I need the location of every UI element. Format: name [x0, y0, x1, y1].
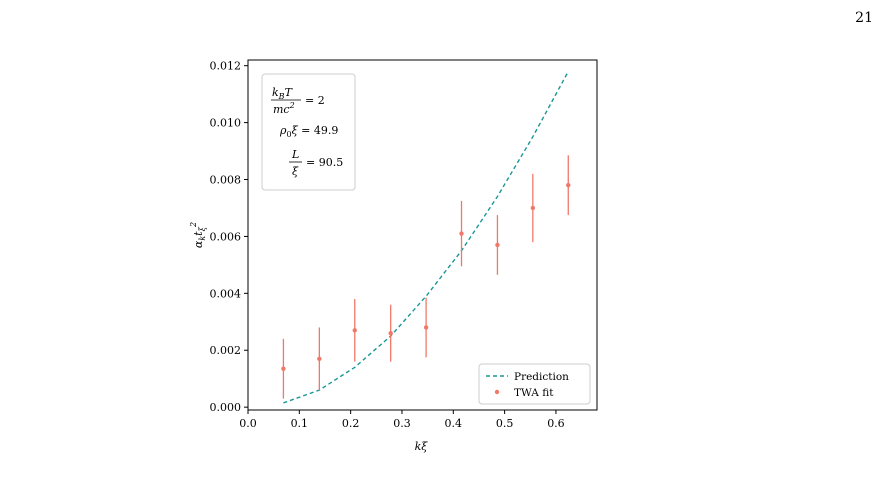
twa-point	[388, 330, 393, 336]
x-tick-label: 0.4	[445, 417, 463, 430]
y-tick-label: 0.010	[210, 117, 242, 130]
twa-point	[352, 328, 357, 333]
svg-text:= 2: = 2	[305, 94, 325, 107]
x-tick-label: 0.2	[342, 417, 360, 430]
x-tick-label: 0.6	[547, 417, 565, 430]
page-number: 21	[855, 10, 873, 26]
annotation-temperature: kBT mc2 = 2	[271, 86, 325, 116]
y-axis-label: αktξ2	[189, 222, 207, 248]
x-tick-label: 0.5	[496, 417, 514, 430]
x-tick-label: 0.3	[393, 417, 411, 430]
twa-fit-series	[281, 155, 571, 399]
twa-point	[495, 242, 500, 248]
twa-point	[423, 325, 429, 330]
svg-text:L: L	[291, 148, 299, 161]
twa-point	[281, 366, 286, 371]
annotation-box: kBT mc2 = 2 ρ0ξ = 49.9 L ξ = 90.5	[261, 73, 356, 191]
twa-point	[530, 205, 536, 211]
x-tick-label: 0.0	[239, 417, 257, 430]
y-tick-label: 0.000	[210, 401, 242, 414]
x-axis-label: kξ	[415, 440, 429, 453]
chart: 0.0 0.1 0.2 0.3 0.4 0.5 0.6 0.0000.0020.0040.0…	[189, 59, 598, 453]
x-axis: 0.0 0.1 0.2 0.3 0.4 0.5 0.6	[239, 410, 565, 430]
y-tick-label: 0.012	[210, 60, 242, 73]
legend-twa-label: TWA fit	[514, 387, 554, 399]
y-tick-label: 0.006	[210, 230, 242, 243]
x-tick-label: 0.1	[291, 417, 309, 430]
plot-frame	[247, 59, 598, 411]
y-axis: 0.000 0.002 0.004 0.006 0.008 0.010 0.012	[210, 60, 248, 414]
svg-text:ξ: ξ	[292, 165, 299, 178]
annotation-density: ρ0ξ = 49.9	[279, 124, 338, 139]
twa-point	[459, 231, 464, 236]
twa-point	[317, 356, 322, 361]
prediction-line	[283, 71, 569, 404]
svg-text:= 90.5: = 90.5	[306, 156, 343, 169]
legend-prediction-label: Prediction	[514, 371, 569, 383]
y-tick-label: 0.002	[210, 344, 242, 357]
twa-point	[566, 183, 571, 188]
svg-text:mc2: mc2	[273, 101, 295, 116]
y-tick-label: 0.004	[210, 287, 242, 300]
svg-text:kBT: kBT	[272, 86, 294, 101]
prediction-series	[283, 71, 569, 404]
y-tick-label: 0.008	[210, 174, 242, 187]
annotation-length: L ξ = 90.5	[289, 148, 343, 178]
legend: Prediction TWA fit	[478, 363, 591, 405]
legend-twa-swatch	[494, 389, 500, 395]
